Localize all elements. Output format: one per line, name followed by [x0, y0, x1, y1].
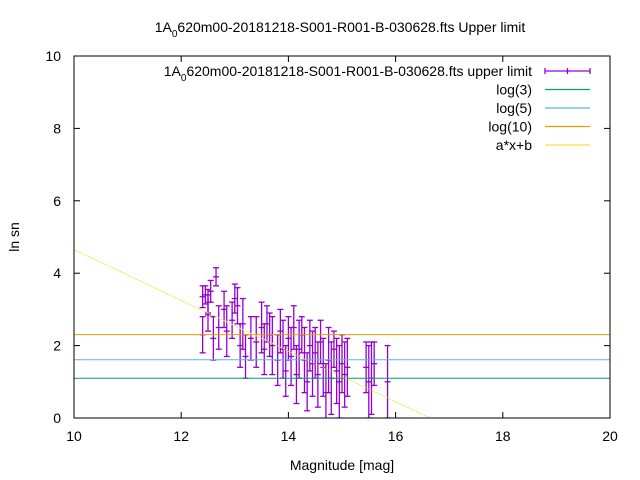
- x-tick-label: 16: [388, 428, 404, 444]
- data-point: [269, 315, 276, 376]
- data-point: [333, 337, 340, 405]
- plot-area: [74, 249, 610, 418]
- x-tick-label: 12: [173, 428, 189, 444]
- data-point: [317, 319, 324, 365]
- legend-label: log(5): [496, 100, 532, 116]
- y-tick-label: 4: [53, 265, 61, 281]
- y-tick-label: 2: [53, 338, 61, 354]
- data-point: [253, 315, 260, 368]
- plot-border: [73, 55, 611, 419]
- data-point: [330, 330, 337, 368]
- data-point: [239, 297, 246, 350]
- data-point: [247, 315, 254, 361]
- x-tick-label: 20: [602, 428, 618, 444]
- y-tick-label: 10: [45, 48, 61, 64]
- legend-label: 1A0620m00-20181218-S001-R001-B-030628.ft…: [164, 63, 532, 84]
- data-point: [231, 283, 238, 314]
- x-axis-label: Magnitude [mag]: [290, 457, 394, 473]
- data-point: [210, 315, 217, 361]
- data-point: [207, 279, 214, 303]
- y-tick-label: 6: [53, 193, 61, 209]
- data-point: [344, 337, 351, 397]
- data-point: [277, 308, 284, 354]
- y-tick-label: 0: [53, 410, 61, 426]
- y-tick-label: 8: [53, 120, 61, 136]
- data-point: [215, 305, 222, 350]
- data-point: [304, 352, 311, 412]
- data-point: [263, 305, 270, 343]
- data-point: [229, 301, 236, 340]
- data-point: [363, 341, 370, 394]
- x-tick-label: 10: [66, 428, 82, 444]
- data-point: [309, 330, 316, 397]
- data-point: [320, 337, 327, 397]
- y-axis-label: ln sn: [6, 222, 22, 252]
- legend-label: log(3): [496, 82, 532, 98]
- data-point: [258, 301, 265, 354]
- data-point: [221, 290, 228, 329]
- data-point: [336, 344, 343, 418]
- legend-label: a*x+b: [496, 137, 532, 153]
- data-point: [282, 344, 289, 397]
- legend-label: log(10): [488, 119, 532, 135]
- data-point: [290, 305, 297, 350]
- data-point: [223, 305, 230, 358]
- x-tick-label: 18: [495, 428, 511, 444]
- x-tick-label: 14: [281, 428, 297, 444]
- data-point: [365, 344, 372, 418]
- data-point: [306, 319, 313, 372]
- chart-title: 1A0620m00-20181218-S001-R001-B-030628.ft…: [155, 19, 526, 40]
- data-point: [213, 267, 220, 287]
- data-point: [384, 344, 391, 418]
- legend: 1A0620m00-20181218-S001-R001-B-030628.ft…: [164, 63, 591, 153]
